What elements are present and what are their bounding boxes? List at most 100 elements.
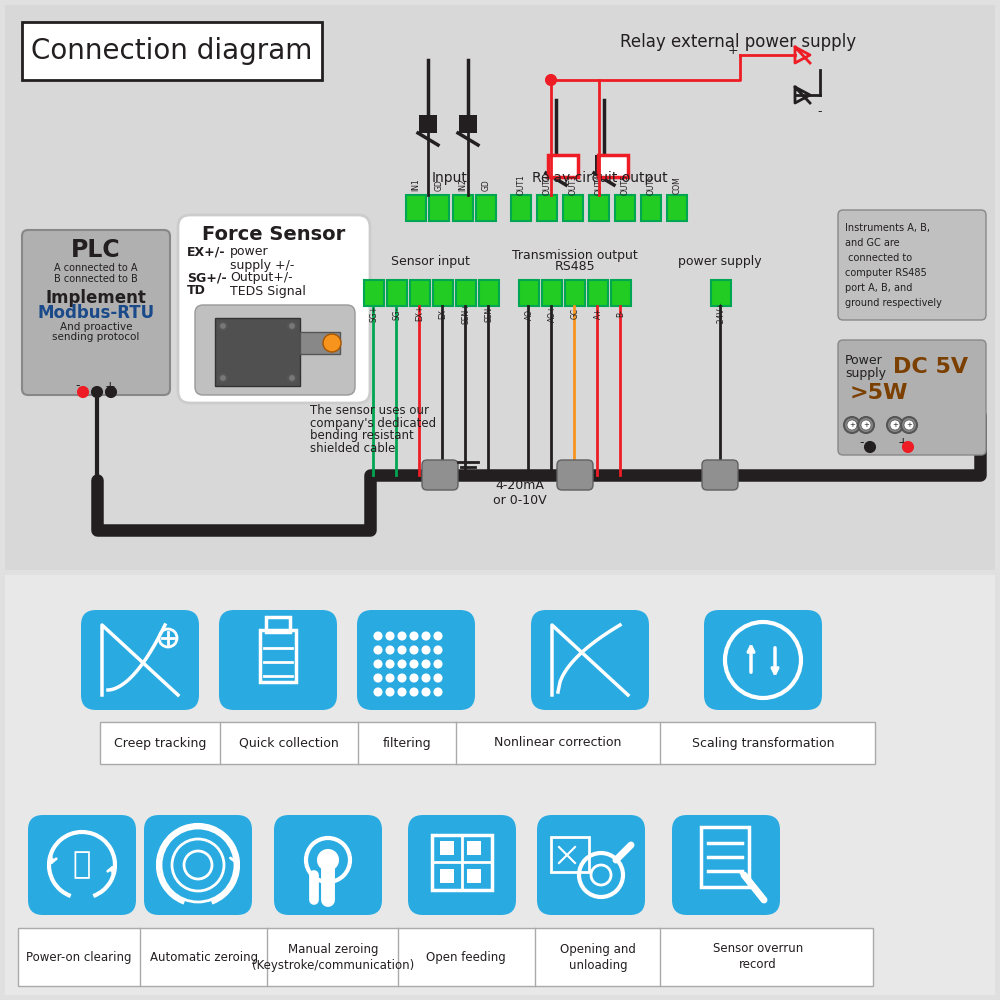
- Circle shape: [323, 334, 341, 352]
- Bar: [300, 332, 340, 354]
- FancyBboxPatch shape: [838, 210, 986, 320]
- Text: The sensor uses our: The sensor uses our: [310, 403, 429, 416]
- Text: Sensor overrun
record: Sensor overrun record: [713, 942, 803, 972]
- Text: Opening and
unloading: Opening and unloading: [560, 942, 636, 972]
- Text: SG+: SG+: [370, 304, 378, 322]
- Text: PLC: PLC: [71, 238, 121, 262]
- Text: -: -: [76, 379, 80, 392]
- Bar: [595, 155, 613, 173]
- Text: EX+/-: EX+/-: [187, 245, 226, 258]
- Text: SG-: SG-: [392, 306, 402, 320]
- Circle shape: [890, 420, 900, 430]
- Text: IN1: IN1: [412, 179, 420, 191]
- Circle shape: [374, 674, 382, 682]
- Bar: [611, 280, 631, 306]
- FancyBboxPatch shape: [422, 460, 458, 490]
- Text: supply: supply: [845, 367, 886, 380]
- Text: EX+: EX+: [416, 305, 424, 321]
- Bar: [419, 115, 437, 133]
- Text: +: +: [906, 422, 912, 428]
- Bar: [260, 630, 296, 682]
- Text: IN2: IN2: [458, 179, 468, 191]
- Circle shape: [386, 688, 394, 696]
- FancyBboxPatch shape: [557, 460, 593, 490]
- Text: GD: GD: [482, 179, 490, 191]
- Circle shape: [434, 633, 442, 640]
- Text: supply +/-: supply +/-: [230, 258, 294, 271]
- Bar: [432, 835, 492, 890]
- Bar: [467, 869, 481, 883]
- FancyBboxPatch shape: [838, 340, 986, 455]
- Text: OUT3: OUT3: [568, 175, 578, 195]
- FancyBboxPatch shape: [531, 610, 649, 710]
- Circle shape: [398, 674, 406, 682]
- FancyBboxPatch shape: [537, 815, 645, 915]
- Bar: [100, 722, 875, 764]
- FancyBboxPatch shape: [274, 815, 382, 915]
- Text: OUT5: OUT5: [620, 175, 630, 195]
- FancyBboxPatch shape: [81, 610, 199, 710]
- Text: Sensor input: Sensor input: [391, 255, 469, 268]
- Bar: [701, 827, 749, 887]
- Circle shape: [374, 647, 382, 654]
- Text: GC: GC: [570, 307, 580, 319]
- Circle shape: [398, 688, 406, 696]
- Text: AO-: AO-: [524, 306, 534, 320]
- Bar: [511, 195, 531, 221]
- Text: EX-: EX-: [438, 307, 448, 319]
- FancyBboxPatch shape: [408, 815, 516, 915]
- FancyBboxPatch shape: [195, 305, 355, 395]
- Text: Manual zeroing
(Keystroke/communication): Manual zeroing (Keystroke/communication): [252, 942, 414, 972]
- FancyBboxPatch shape: [702, 460, 738, 490]
- FancyBboxPatch shape: [144, 815, 252, 915]
- Text: Power-on clearing: Power-on clearing: [26, 950, 132, 964]
- Circle shape: [546, 75, 556, 85]
- Circle shape: [865, 442, 875, 452]
- Text: shielded cable: shielded cable: [310, 442, 395, 456]
- Circle shape: [422, 674, 430, 682]
- Bar: [22, 22, 322, 80]
- Text: Instruments A, B,: Instruments A, B,: [845, 223, 930, 233]
- Text: Implement: Implement: [46, 289, 146, 307]
- Bar: [479, 280, 499, 306]
- Text: Relay external power supply: Relay external power supply: [620, 33, 856, 51]
- Text: A+: A+: [594, 307, 602, 319]
- Text: +: +: [105, 379, 115, 392]
- Text: bending resistant: bending resistant: [310, 430, 414, 442]
- Bar: [467, 841, 481, 855]
- Circle shape: [422, 660, 430, 668]
- Circle shape: [422, 688, 430, 696]
- Bar: [18, 928, 873, 986]
- Circle shape: [398, 660, 406, 668]
- Text: And proactive: And proactive: [60, 322, 132, 332]
- Bar: [476, 195, 496, 221]
- Bar: [542, 280, 562, 306]
- Bar: [563, 195, 583, 221]
- Text: +: +: [898, 436, 908, 450]
- Text: COM: COM: [672, 176, 682, 194]
- Text: B-: B-: [616, 309, 626, 317]
- Circle shape: [411, 660, 418, 668]
- Text: Force Sensor: Force Sensor: [202, 226, 346, 244]
- Bar: [429, 195, 449, 221]
- Bar: [641, 195, 661, 221]
- Circle shape: [386, 647, 394, 654]
- Text: OUT6: OUT6: [646, 175, 656, 195]
- Text: -: -: [860, 436, 864, 450]
- Bar: [456, 280, 476, 306]
- Bar: [433, 280, 453, 306]
- Text: port A, B, and: port A, B, and: [845, 283, 912, 293]
- Bar: [711, 280, 731, 306]
- Text: RS485: RS485: [555, 260, 595, 273]
- Circle shape: [904, 420, 914, 430]
- Circle shape: [288, 322, 296, 330]
- Bar: [565, 280, 585, 306]
- Text: Scaling transformation: Scaling transformation: [692, 736, 834, 750]
- Circle shape: [411, 647, 418, 654]
- Circle shape: [386, 633, 394, 640]
- Text: Automatic zeroing: Automatic zeroing: [150, 950, 258, 964]
- Text: filtering: filtering: [383, 736, 431, 750]
- Bar: [548, 155, 578, 177]
- Circle shape: [434, 674, 442, 682]
- Bar: [615, 195, 635, 221]
